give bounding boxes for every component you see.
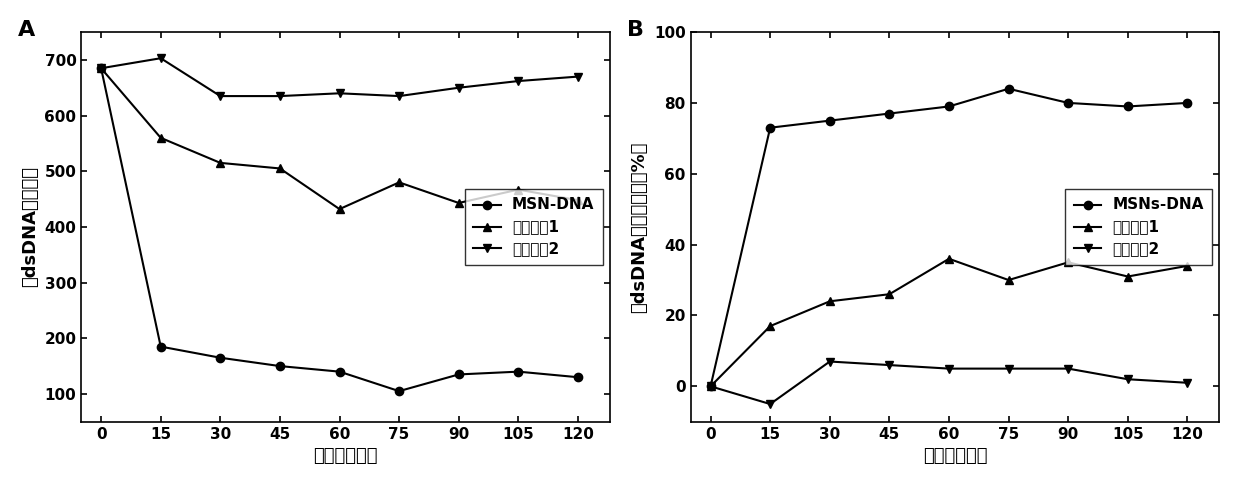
市售产呔1	[451, 200, 466, 206]
MSN-DNA	[570, 374, 585, 380]
MSN-DNA	[94, 65, 109, 71]
市售产呔2	[703, 383, 718, 389]
MSNs-DNA	[1180, 100, 1195, 106]
MSN-DNA	[451, 371, 466, 377]
市售产呔2	[392, 93, 407, 99]
Line: 市售产呔1: 市售产呔1	[707, 255, 1192, 390]
Line: 市售产呔2: 市售产呔2	[97, 54, 582, 100]
市售产呔1	[882, 291, 897, 297]
市售产呔2	[570, 74, 585, 80]
MSN-DNA	[213, 355, 228, 361]
市售产呔1	[1120, 274, 1135, 279]
MSN-DNA	[511, 369, 526, 375]
市售产呔1	[1180, 263, 1195, 269]
Text: A: A	[17, 20, 35, 40]
市售产呔1	[392, 179, 407, 185]
市售产呔2	[213, 93, 228, 99]
市售产呔2	[273, 93, 288, 99]
市售产呔2	[1001, 365, 1016, 371]
MSNs-DNA	[822, 118, 837, 123]
市售产呔1	[570, 197, 585, 203]
Line: MSNs-DNA: MSNs-DNA	[707, 85, 1192, 390]
MSN-DNA	[273, 363, 288, 369]
市售产呔2	[1060, 365, 1075, 371]
市售产呔1	[822, 298, 837, 304]
MSN-DNA	[154, 344, 169, 349]
市售产呔2	[1120, 376, 1135, 382]
市售产呔1	[332, 206, 347, 212]
MSNs-DNA	[1001, 86, 1016, 92]
市售产呔2	[154, 55, 169, 61]
市售产呔1	[1060, 260, 1075, 265]
Line: 市售产呔1: 市售产呔1	[97, 64, 582, 213]
MSNs-DNA	[1060, 100, 1075, 106]
市售产呔1	[763, 323, 777, 329]
X-axis label: 时间（分钟）: 时间（分钟）	[923, 447, 987, 465]
市售产呔1	[511, 187, 526, 192]
Line: 市售产呔2: 市售产呔2	[707, 357, 1192, 408]
MSNs-DNA	[941, 104, 956, 109]
市售产呔1	[1001, 277, 1016, 283]
X-axis label: 时间（分钟）: 时间（分钟）	[314, 447, 378, 465]
市售产呔2	[94, 65, 109, 71]
MSN-DNA	[392, 388, 407, 394]
Y-axis label: 抗dsDNA抗体滴度: 抗dsDNA抗体滴度	[21, 166, 38, 287]
市售产呔2	[941, 365, 956, 371]
MSNs-DNA	[763, 125, 777, 131]
市售产呔1	[941, 256, 956, 261]
市售产呔1	[94, 65, 109, 71]
Legend: MSNs-DNA, 市售产呔1, 市售产呔2: MSNs-DNA, 市售产呔1, 市售产呔2	[1065, 189, 1213, 265]
市售产呔2	[882, 362, 897, 368]
Y-axis label: 抗dsDNA抗体清除率（%）: 抗dsDNA抗体清除率（%）	[631, 141, 649, 312]
MSNs-DNA	[882, 111, 897, 117]
市售产呔1	[703, 383, 718, 389]
MSN-DNA	[332, 369, 347, 375]
Legend: MSN-DNA, 市售产呔1, 市售产呔2: MSN-DNA, 市售产呔1, 市售产呔2	[465, 189, 603, 265]
市售产呔2	[451, 85, 466, 91]
MSNs-DNA	[1120, 104, 1135, 109]
MSNs-DNA	[703, 383, 718, 389]
市售产呔2	[763, 401, 777, 407]
市售产呔2	[511, 78, 526, 84]
市售产呔2	[332, 90, 347, 96]
市售产呔1	[213, 160, 228, 166]
Line: MSN-DNA: MSN-DNA	[97, 64, 582, 395]
市售产呔1	[273, 166, 288, 172]
市售产呔1	[154, 135, 169, 141]
Text: B: B	[627, 20, 645, 40]
市售产呔2	[1180, 380, 1195, 386]
市售产呔2	[822, 359, 837, 364]
